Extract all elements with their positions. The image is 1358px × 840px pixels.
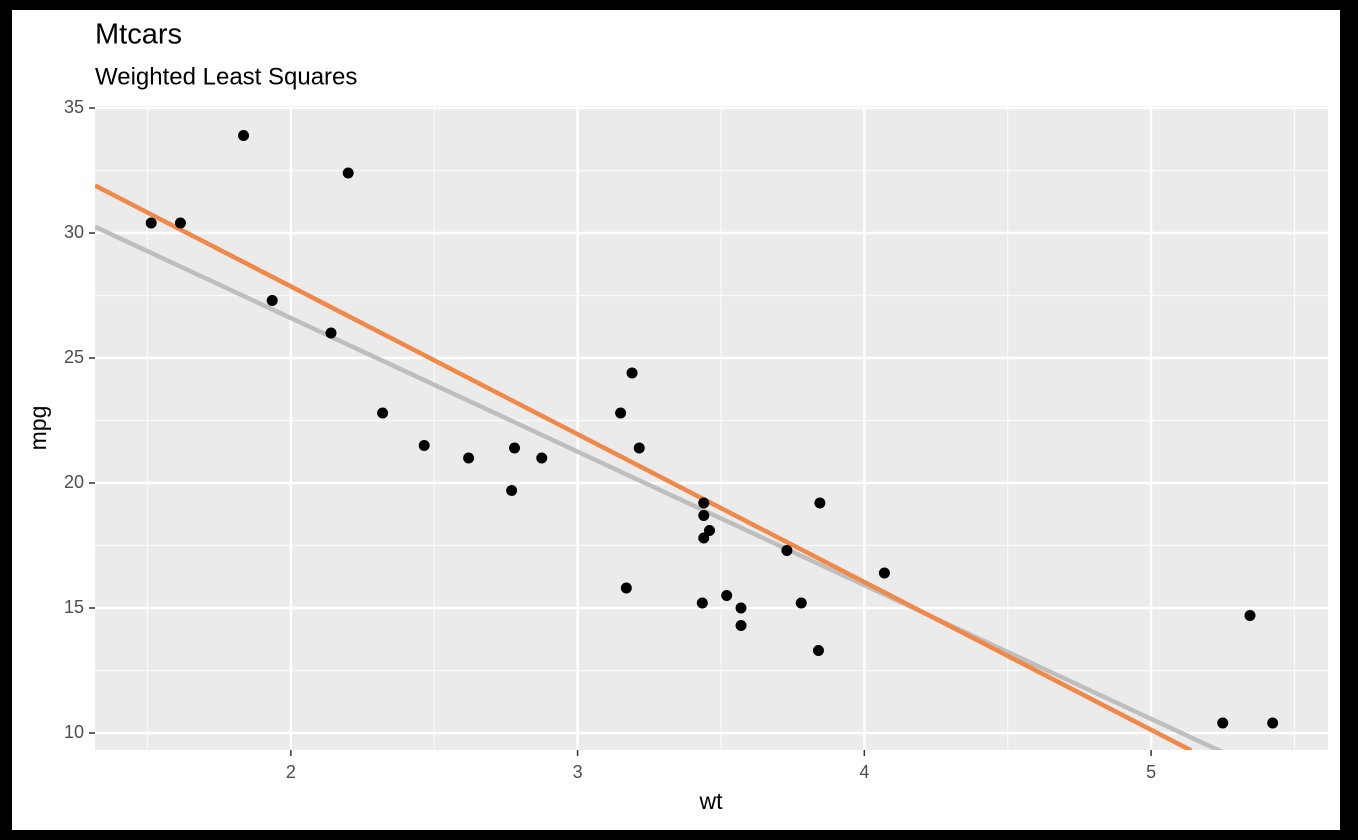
point — [721, 590, 733, 601]
point — [812, 645, 824, 656]
x-tick-label: 4 — [859, 762, 869, 782]
point — [698, 532, 710, 544]
axes: 2 3 4 5 10 15 20 25 30 35 — [64, 97, 1156, 782]
x-tick-label: 5 — [1146, 762, 1156, 782]
y-tick-label: 30 — [64, 222, 84, 242]
point — [342, 167, 354, 179]
fit-line — [95, 224, 1224, 750]
point — [418, 440, 430, 451]
point — [781, 545, 793, 556]
x-tick-label: 3 — [573, 762, 583, 782]
y-tick-label: 15 — [64, 597, 84, 617]
point — [795, 597, 807, 609]
point — [1217, 717, 1229, 729]
point — [377, 407, 389, 419]
panel — [95, 106, 1328, 750]
point — [626, 367, 638, 379]
point — [174, 217, 186, 229]
y-tick-label: 35 — [64, 97, 84, 117]
point — [735, 620, 747, 631]
grid — [95, 106, 1328, 750]
point — [1244, 610, 1256, 621]
point — [735, 602, 747, 614]
point — [238, 130, 250, 141]
point — [266, 295, 278, 306]
x-axis-title: wt — [699, 788, 724, 814]
y-tick-label: 10 — [64, 722, 84, 742]
point — [814, 497, 826, 509]
point — [325, 327, 337, 339]
point — [633, 442, 645, 454]
point — [878, 567, 890, 579]
point — [463, 452, 475, 464]
point — [620, 582, 632, 594]
point — [698, 510, 710, 521]
point — [696, 597, 708, 609]
y-tick-label: 20 — [64, 472, 84, 492]
points — [145, 130, 1279, 729]
y-axis-title: mpg — [25, 406, 51, 451]
fit-line — [95, 183, 1193, 750]
point — [703, 525, 715, 536]
chart-title: Mtcars — [95, 19, 182, 51]
fit-lines — [95, 183, 1224, 750]
point — [1267, 717, 1279, 729]
y-tick-label: 25 — [64, 347, 84, 367]
point — [145, 217, 157, 229]
x-tick-label: 2 — [286, 762, 296, 782]
point — [698, 497, 710, 509]
point — [506, 485, 518, 496]
chart-subtitle: Weighted Least Squares — [95, 63, 357, 90]
point — [509, 442, 521, 454]
point — [536, 452, 548, 464]
point — [615, 407, 627, 419]
